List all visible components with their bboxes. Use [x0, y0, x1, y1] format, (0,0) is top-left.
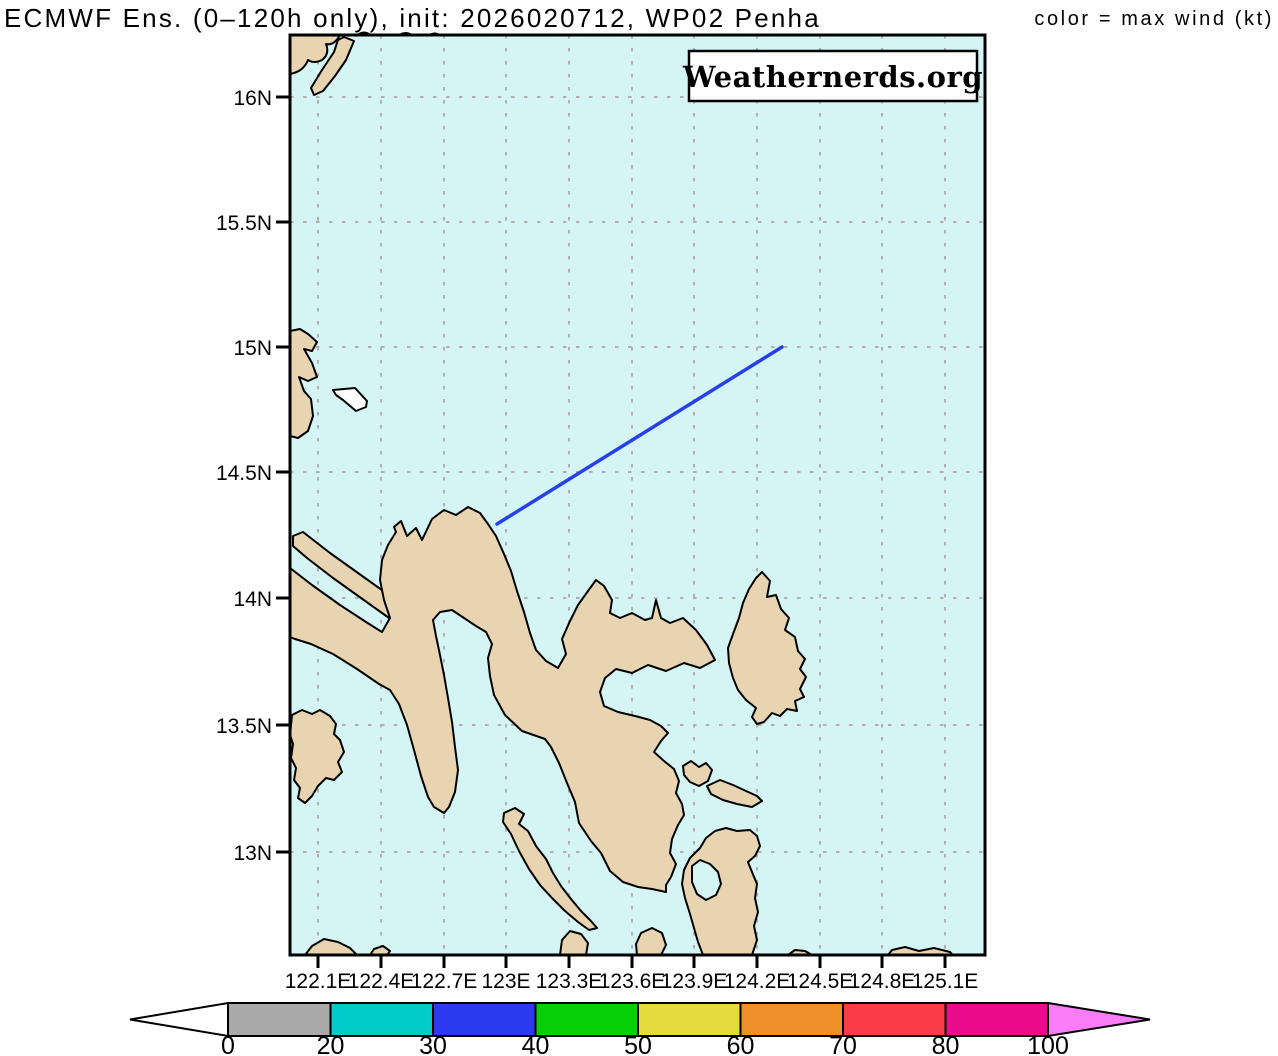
land-islet-northeast-b — [706, 779, 763, 808]
lon-label: 122.7E — [411, 970, 478, 993]
lon-label: 123E — [481, 970, 530, 993]
lon-label: 124.2E — [724, 970, 791, 993]
land-sliver-northwest — [310, 36, 355, 96]
land-island-west-15n — [290, 328, 318, 439]
lat-label: 16N — [233, 87, 272, 110]
colorbar-underflow-arrow — [129, 1001, 229, 1038]
watermark: Weathernerds.org — [682, 49, 983, 103]
page-title: ECMWF Ens. (0–120h only), init: 20260207… — [4, 3, 821, 33]
colorbar-label: 100 — [1027, 1032, 1069, 1056]
colorbar-segment — [329, 1002, 434, 1037]
lon-label: 124.8E — [849, 970, 916, 993]
lon-label: 122.4E — [348, 970, 415, 993]
land-islet-bottom-d — [635, 927, 667, 955]
samar-lagoon — [691, 859, 722, 901]
lon-label: 125.1E — [912, 970, 979, 993]
empty-coast-contour — [332, 387, 368, 412]
colorbar-label: 60 — [727, 1032, 755, 1056]
lon-label: 124.5E — [787, 970, 854, 993]
map-frame — [288, 33, 987, 957]
lon-axis-labels: 122.1E 122.4E 122.7E 123E 123.3E 123.6E … — [285, 970, 979, 993]
lon-label: 122.1E — [285, 970, 352, 993]
colorbar-label: 80 — [932, 1032, 960, 1056]
colorbar-label: 40 — [522, 1032, 550, 1056]
watermark-box — [687, 49, 979, 103]
land-mainland-bicol — [290, 506, 716, 893]
landmasses — [290, 35, 954, 955]
axis-ticks — [276, 95, 947, 968]
colorbar-segment — [739, 1002, 844, 1037]
colorbar-overflow-arrow — [1047, 1001, 1151, 1038]
land-island-marinduque — [290, 709, 345, 804]
colorbar-segment — [637, 1002, 742, 1037]
ensemble-track-line — [495, 345, 784, 526]
colorbar-label: 70 — [829, 1032, 857, 1056]
colorbar-label: 50 — [624, 1032, 652, 1056]
colorbar-segment — [944, 1002, 1049, 1037]
color-legend-label: color = max wind (kt) — [1034, 8, 1274, 30]
colorbar-label: 20 — [317, 1032, 345, 1056]
land-corner-northwest — [290, 35, 341, 75]
colorbar-segment — [534, 1002, 639, 1037]
map-panel: Weathernerds.org 16N 15.5N — [216, 31, 987, 993]
lat-axis-labels: 16N 15.5N 15N 14.5N 14N 13.5N 13N — [216, 87, 272, 865]
lat-label: 14.5N — [216, 462, 272, 485]
lon-label: 123.3E — [536, 970, 603, 993]
lat-label: 13.5N — [216, 715, 272, 738]
colorbar-segment — [227, 1002, 332, 1037]
colorbar-segment — [842, 1002, 947, 1037]
land-islet-bottom-b — [369, 945, 391, 955]
land-island-catanduanes — [727, 571, 807, 725]
land-islet-bottom-a — [304, 938, 358, 955]
lat-label: 15N — [233, 337, 272, 360]
colorbar-segment — [432, 1002, 537, 1037]
lat-label: 14N — [233, 588, 272, 611]
lat-label: 13N — [233, 842, 272, 865]
colorbar-label: 30 — [419, 1032, 447, 1056]
watermark-text: Weathernerds.org — [682, 60, 983, 94]
lat-label: 15.5N — [216, 212, 272, 235]
lon-label: 123.9E — [661, 970, 728, 993]
colorbar-label: 0 — [221, 1032, 235, 1056]
colorbar — [129, 1001, 1151, 1038]
lon-label: 123.6E — [599, 970, 666, 993]
land-islet-bottom-c — [559, 930, 589, 955]
colorbar-labels: 0 20 30 40 50 60 70 80 100 — [221, 1032, 1069, 1056]
land-island-burias — [502, 807, 598, 931]
land-islet-northeast-a — [682, 760, 713, 787]
